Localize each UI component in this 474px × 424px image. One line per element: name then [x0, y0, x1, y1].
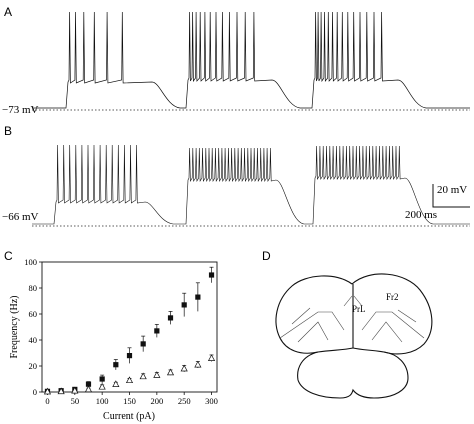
data-point-triangle — [98, 382, 106, 390]
y-tick-label: 0 — [33, 387, 37, 397]
chart-plot-frame — [41, 261, 218, 393]
data-point-triangle — [194, 360, 202, 368]
data-point-square — [181, 302, 187, 308]
panel-letter-d: D — [262, 249, 271, 263]
panel-letter-c: C — [4, 249, 13, 263]
y-tick-label: 80 — [29, 283, 38, 293]
chart-x-axis-label: Current (pA) — [103, 411, 155, 422]
panel-b-resting-label: −66 mV — [2, 211, 39, 223]
panel-b: B −66 mV 20 mV 200 ms — [2, 124, 470, 227]
data-point-triangle — [57, 387, 65, 395]
data-point-square — [208, 272, 215, 278]
data-point-square — [167, 315, 174, 321]
panel-c: C Current (pA) Frequency (Hz) 0 50 100 150 2… — [4, 249, 218, 422]
data-point-square — [113, 362, 119, 368]
region-boundaries — [279, 295, 425, 343]
data-point-square — [154, 328, 160, 334]
data-point-triangle — [43, 387, 52, 395]
x-tick-label: 0 — [45, 396, 49, 406]
chart-y-axis-label: Frequency (Hz) — [9, 295, 20, 358]
x-tick-label: 250 — [178, 396, 191, 406]
y-tick-label: 60 — [29, 309, 38, 319]
panel-a: A −73 mV — [2, 5, 470, 116]
x-tick-label: 200 — [150, 396, 163, 406]
scale-bar-lines — [432, 184, 470, 208]
data-point-square — [195, 294, 201, 300]
region-label-fr2: Fr2 — [386, 292, 399, 302]
data-point-triangle — [71, 386, 79, 394]
y-tick-label: 20 — [29, 361, 38, 371]
data-point-triangle — [125, 376, 134, 384]
x-tick-label: 150 — [123, 396, 136, 406]
right-hemisphere-outline — [351, 273, 433, 355]
brain-section-outline — [275, 273, 433, 399]
data-point-square — [99, 376, 105, 382]
ventral-outline — [297, 351, 409, 399]
data-point-triangle — [180, 364, 188, 372]
scale-bar: 20 mV 200 ms — [405, 184, 470, 221]
y-tick-label: 40 — [29, 335, 38, 345]
data-point-triangle — [84, 385, 93, 393]
panel-a-resting-label: −73 mV — [2, 104, 39, 116]
data-point-triangle — [139, 372, 147, 380]
scale-bar-time-label: 200 ms — [405, 209, 437, 221]
x-tick-label: 100 — [96, 396, 109, 406]
x-tick-label: 50 — [71, 396, 80, 406]
data-point-triangle — [166, 368, 175, 376]
scale-bar-voltage-label: 20 mV — [437, 184, 467, 196]
data-point-square — [85, 381, 92, 387]
panel-letter-b: B — [4, 124, 12, 138]
panel-d: D PrL Fr2 — [262, 249, 433, 399]
x-tick-label: 300 — [205, 396, 218, 406]
data-point-triangle — [112, 380, 120, 387]
y-tick-label: 100 — [24, 257, 37, 267]
data-point-triangle — [153, 371, 161, 378]
data-point-triangle — [207, 354, 216, 361]
panel-letter-a: A — [4, 5, 12, 19]
panel-a-voltage-trace — [32, 11, 470, 109]
region-label-prl: PrL — [352, 304, 366, 314]
data-point-square — [126, 353, 133, 359]
panel-b-voltage-trace — [32, 144, 470, 225]
data-point-square — [140, 341, 146, 347]
